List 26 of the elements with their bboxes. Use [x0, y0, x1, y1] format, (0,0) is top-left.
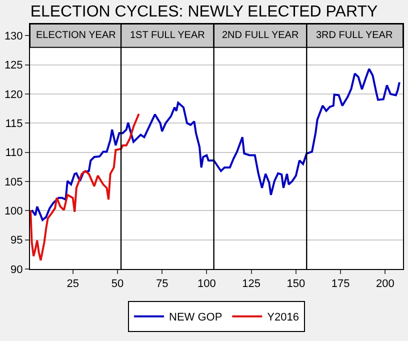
- line-series: [30, 68, 400, 221]
- y-tick-label: 120: [4, 88, 23, 101]
- y-tick-label: 115: [5, 118, 23, 130]
- x-tick-label: 175: [331, 278, 350, 290]
- y-tick-label: 90: [10, 264, 23, 276]
- y-tick-label: 130: [4, 30, 23, 43]
- legend-label: NEW GOP: [169, 312, 222, 324]
- x-tick-label: 75: [156, 278, 168, 290]
- line-series: [30, 112, 140, 262]
- x-tick-label: 25: [66, 278, 79, 290]
- legend-label: Y2016: [267, 312, 299, 324]
- band-label: ELECTION YEAR: [36, 30, 116, 41]
- y-tick-label: 125: [4, 60, 23, 72]
- y-tick-label: 105: [4, 176, 23, 188]
- chart-title: ELECTION CYCLES: NEWLY ELECTED PARTY: [30, 3, 378, 20]
- band-label: 1ST FULL YEAR: [130, 30, 205, 41]
- band-label: 3RD FULL YEAR: [316, 30, 393, 41]
- y-tick-label: 110: [5, 147, 23, 160]
- x-tick-label: 200: [376, 278, 394, 290]
- band-label: 2ND FULL YEAR: [222, 30, 299, 41]
- x-tick-label: 125: [242, 278, 260, 290]
- x-tick-label: 150: [286, 278, 306, 290]
- x-tick-label: 100: [198, 278, 216, 290]
- y-tick-label: 100: [4, 206, 23, 218]
- y-tick-label: 95: [10, 234, 23, 247]
- x-tick-label: 50: [111, 278, 124, 290]
